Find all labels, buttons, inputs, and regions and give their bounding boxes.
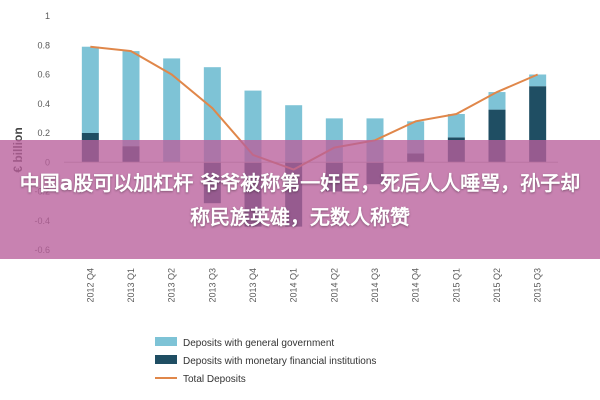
x-tick-label: 2015 Q2 bbox=[492, 268, 502, 303]
y-tick-label: 0.4 bbox=[37, 99, 50, 109]
caption-banner: 中国a股可以加杠杆 爷爷被称第一奸臣，死后人人唾骂，孙子却称民族英雄，无数人称赞 bbox=[0, 140, 600, 259]
x-tick-label: 2014 Q1 bbox=[289, 268, 299, 303]
x-tick-label: 2013 Q4 bbox=[248, 268, 258, 303]
x-tick-label: 2012 Q4 bbox=[85, 268, 95, 303]
x-tick-label: 2013 Q2 bbox=[167, 268, 177, 303]
x-tick-label: 2015 Q1 bbox=[451, 268, 461, 303]
legend-swatch bbox=[155, 355, 177, 364]
x-tick-label: 2013 Q1 bbox=[126, 268, 136, 303]
legend-label: Total Deposits bbox=[183, 374, 246, 385]
bar-government-deposits bbox=[163, 58, 181, 163]
y-tick-label: 0.6 bbox=[37, 70, 50, 80]
x-tick-label: 2014 Q4 bbox=[411, 268, 421, 303]
bar-government-deposits bbox=[488, 92, 506, 110]
x-tick-label: 2014 Q2 bbox=[329, 268, 339, 303]
x-tick-label: 2014 Q3 bbox=[370, 268, 380, 303]
y-tick-label: 0.2 bbox=[37, 128, 50, 138]
bar-government-deposits bbox=[122, 51, 140, 147]
caption-text: 中国a股可以加杠杆 爷爷被称第一奸臣，死后人人唾骂，孙子却称民族英雄，无数人称赞 bbox=[19, 170, 581, 229]
bar-government-deposits bbox=[203, 67, 221, 163]
bar-government-deposits bbox=[81, 46, 99, 133]
y-tick-label: 1 bbox=[45, 11, 50, 21]
legend-swatch bbox=[155, 337, 177, 346]
legend: Deposits with general government Deposits… bbox=[155, 337, 376, 385]
x-axis: 2012 Q4 2013 Q1 2013 Q2 2013 Q3 2013 Q4 2014 … bbox=[85, 268, 542, 303]
legend-label: Deposits with general government bbox=[183, 338, 334, 349]
bar-government-deposits bbox=[447, 113, 465, 138]
x-tick-label: 2015 Q3 bbox=[533, 268, 543, 303]
y-tick-label: 0.8 bbox=[37, 40, 50, 50]
bar-government-deposits bbox=[529, 74, 547, 87]
legend-label: Deposits with monetary financial institu… bbox=[183, 356, 376, 367]
x-tick-label: 2013 Q3 bbox=[207, 268, 217, 303]
